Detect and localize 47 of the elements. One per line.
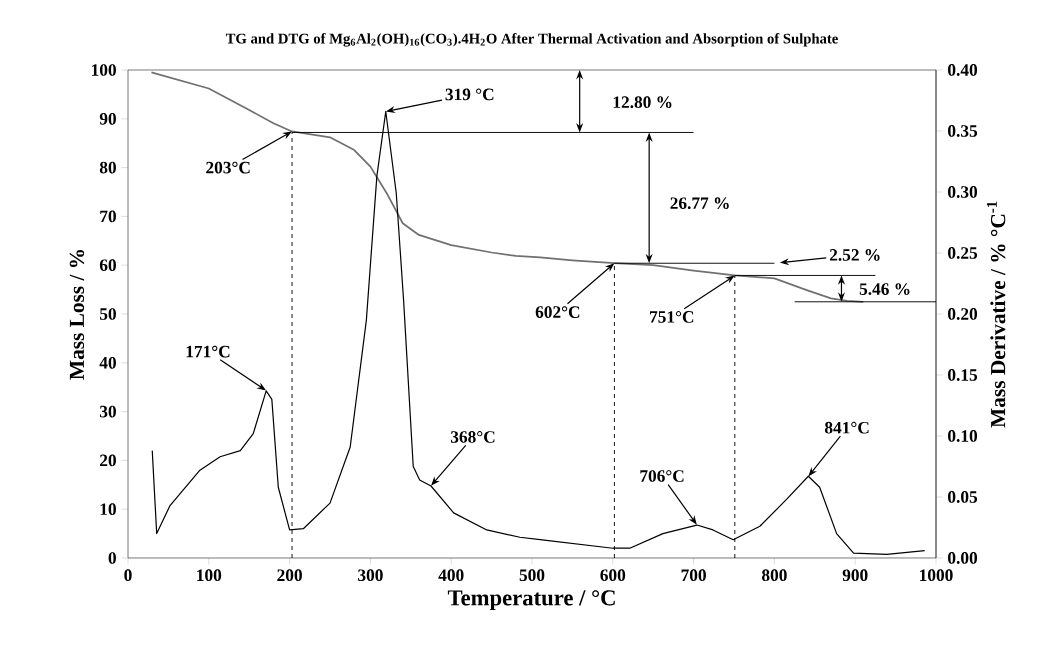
y-tick-label: 70 bbox=[100, 210, 116, 223]
y-tick-label: 20 bbox=[100, 454, 116, 467]
y2-tick-label: 0.30 bbox=[948, 186, 978, 198]
x-tick-label: 400 bbox=[438, 569, 464, 582]
annotation: 203°C bbox=[206, 161, 250, 174]
annotation: 319 °C bbox=[445, 88, 494, 101]
y-tick-label: 90 bbox=[99, 112, 116, 125]
x-tick-label: 800 bbox=[761, 569, 787, 582]
y2-tick-label: 0.40 bbox=[948, 64, 978, 76]
annotation: 12.80 % bbox=[613, 96, 672, 109]
x-tick-label: 900 bbox=[842, 569, 868, 582]
annotation: 5.46 % bbox=[859, 283, 910, 295]
y2-tick-label: 0.15 bbox=[948, 369, 978, 381]
y-tick-label: 100 bbox=[92, 64, 116, 76]
y2-axis-title: Mass Derivative / % °C$^{-1}$ bbox=[986, 201, 1006, 428]
y-tick-label: 30 bbox=[99, 405, 116, 418]
x-tick-label: 0 bbox=[124, 569, 132, 582]
y2-tick-label: 0.05 bbox=[948, 491, 978, 503]
x-axis-title: Temperature / °C bbox=[447, 590, 615, 611]
y-tick-label: 50 bbox=[99, 308, 116, 320]
annotation: 368°C bbox=[450, 431, 495, 443]
x-tick-label: 200 bbox=[277, 569, 302, 582]
annotation: 841°C bbox=[824, 421, 869, 434]
annotation: 2.52 % bbox=[829, 249, 880, 261]
y-tick-label: 40 bbox=[99, 356, 116, 369]
y2-tick-label: 0.00 bbox=[948, 552, 978, 564]
chart-title: TG and DTG of Mg$_{6}$Al$_{2}$(OH)$_{16}$(CO$_{3}$).4H$_{2}$O After Thermal Activation and Absorption of Sulphate bbox=[225, 33, 838, 47]
y-tick-label: 0 bbox=[108, 552, 116, 564]
annotation: 751°C bbox=[650, 311, 694, 323]
annotation: 706°C bbox=[640, 470, 684, 482]
x-tick-label: 500 bbox=[519, 569, 545, 582]
y-tick-label: 60 bbox=[99, 259, 116, 272]
y2-tick-label: 0.20 bbox=[948, 308, 978, 320]
x-tick-label: 1000 bbox=[920, 569, 953, 582]
x-tick-label: 700 bbox=[681, 569, 706, 582]
y-tick-label: 10 bbox=[100, 503, 116, 516]
y-tick-label: 80 bbox=[99, 161, 116, 174]
y2-tick-label: 0.10 bbox=[948, 430, 978, 442]
y2-tick-label: 0.25 bbox=[948, 247, 978, 259]
x-tick-label: 100 bbox=[197, 569, 222, 582]
y2-tick-label: 0.35 bbox=[948, 125, 978, 137]
x-tick-label: 600 bbox=[600, 569, 626, 582]
annotation: 171°C bbox=[186, 345, 230, 358]
annotation: 602°C bbox=[535, 306, 580, 318]
x-tick-label: 300 bbox=[358, 569, 383, 582]
y-axis-title: Mass Loss / % bbox=[69, 249, 85, 380]
annotation: 26.77 % bbox=[670, 197, 729, 210]
